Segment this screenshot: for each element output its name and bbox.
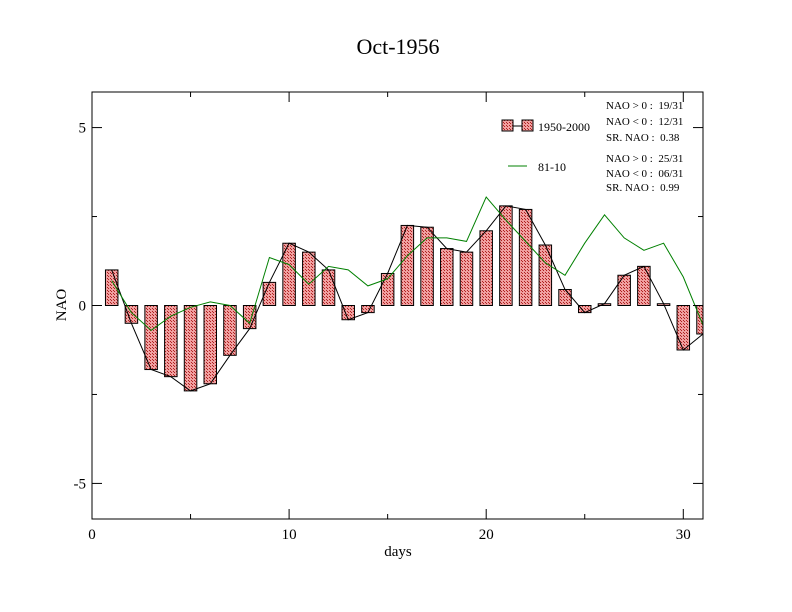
bar-day-11 — [302, 251, 316, 306]
x-tick-label-10: 10 — [282, 527, 297, 543]
x-tick-label-30: 30 — [676, 527, 691, 543]
y-axis-label: NAO — [54, 289, 70, 322]
stat-nao-negative-1950-2000: NAO < 0 : 12/31 — [606, 116, 683, 128]
y-tick-label-5: 5 — [79, 121, 87, 137]
bar-day-27 — [617, 274, 631, 307]
bar-day-7 — [223, 305, 237, 356]
lines-layer — [111, 196, 704, 392]
stat-sr-nao-81-10: SR. NAO : 0.99 — [606, 182, 680, 194]
legend: 1950-2000 81-10 — [501, 119, 590, 174]
x-tick-label-20: 20 — [479, 527, 494, 543]
bar-day-24 — [558, 288, 572, 306]
legend-swatch-bar-left — [501, 119, 514, 132]
bar-day-2 — [124, 305, 139, 324]
bar-day-19 — [459, 251, 474, 306]
y-tick-label--5: -5 — [74, 476, 87, 492]
series-line-81-10 — [111, 196, 704, 332]
y-tick-label-0: 0 — [79, 299, 87, 315]
bar-day-17 — [420, 226, 434, 306]
bar-day-5 — [183, 305, 198, 392]
chart-title: Oct-1956 — [356, 34, 439, 59]
stat-sr-nao-1950-2000: SR. NAO : 0.38 — [606, 132, 680, 144]
bar-day-28 — [637, 265, 651, 307]
series-line-1950-2000 — [111, 205, 704, 392]
stats-81-10: NAO > 0 : 25/31 NAO < 0 : 06/31 SR. NAO … — [606, 153, 683, 194]
bar-day-20 — [479, 230, 493, 306]
bar-day-18 — [440, 248, 454, 306]
bar-day-22 — [518, 208, 533, 306]
legend-label-81-10: 81-10 — [538, 160, 566, 174]
x-tick-label-0: 0 — [88, 527, 96, 543]
legend-swatch-bar-right — [521, 119, 534, 132]
legend-entry-81-10: 81-10 — [508, 160, 566, 174]
bar-day-25 — [577, 305, 592, 314]
stat-nao-positive-81-10: NAO > 0 : 25/31 — [606, 153, 683, 165]
bar-day-31 — [696, 305, 704, 335]
stat-nao-negative-81-10: NAO < 0 : 06/31 — [606, 168, 683, 180]
legend-label-1950-2000: 1950-2000 — [538, 120, 590, 134]
bar-day-12 — [321, 269, 336, 306]
x-axis-label: days — [384, 544, 412, 560]
stats-1950-2000: NAO > 0 : 19/31 NAO < 0 : 12/31 SR. NAO … — [606, 100, 683, 144]
legend-entry-1950-2000: 1950-2000 — [501, 119, 590, 134]
bar-day-30 — [676, 305, 691, 351]
bar-day-6 — [203, 305, 218, 385]
axes-layer: 0 10 20 30 -5 0 5 — [74, 92, 703, 543]
stat-nao-positive-1950-2000: NAO > 0 : 19/31 — [606, 100, 683, 112]
